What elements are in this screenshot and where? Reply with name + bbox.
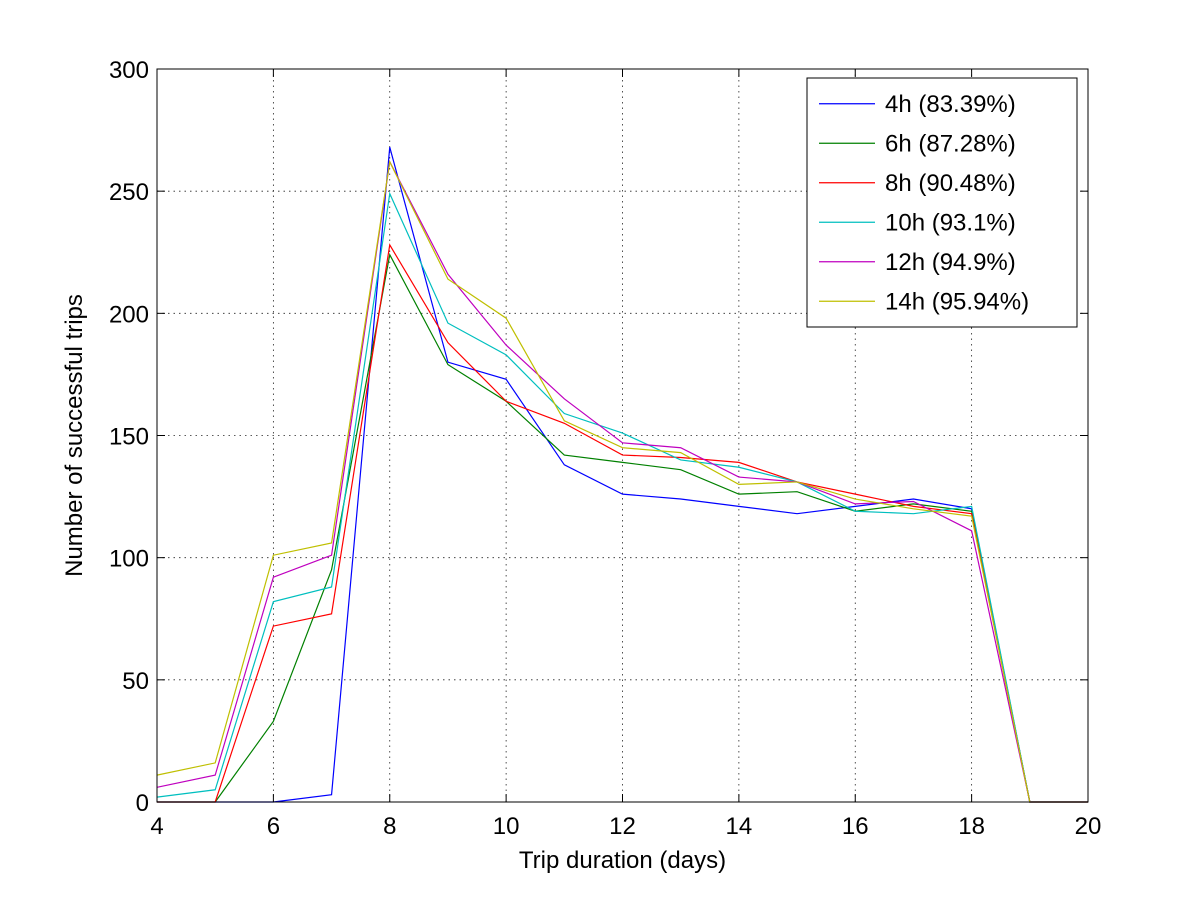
x-tick-label: 18	[958, 813, 985, 840]
x-tick-label: 4	[150, 813, 163, 840]
legend-label: 4h (83.39%)	[885, 91, 1016, 118]
y-tick-label: 50	[122, 668, 149, 695]
legend: 4h (83.39%) 6h (87.28%) 8h (90.48%) 10h (93…	[806, 77, 1078, 328]
series-lines	[156, 147, 1088, 803]
y-tick-label: 150	[109, 424, 149, 451]
x-tick-label: 6	[267, 813, 280, 840]
legend-label: 14h (95.94%)	[885, 288, 1029, 315]
x-tick-label: 12	[609, 813, 636, 840]
series-line-6	[156, 159, 1088, 803]
x-tick-label: 16	[842, 813, 869, 840]
legend-label: 8h (90.48%)	[885, 170, 1016, 197]
legend-box	[806, 77, 1078, 328]
legend-label: 10h (93.1%)	[885, 209, 1016, 236]
series-line-2	[157, 252, 1088, 803]
x-tick-label: 10	[493, 813, 520, 840]
y-tick-label: 250	[109, 179, 149, 206]
y-tick-label: 0	[136, 790, 149, 817]
y-tick-label: 100	[109, 546, 149, 573]
series-line-1	[157, 147, 1088, 803]
y-axis-label: Number of successful trips	[61, 294, 88, 577]
series-line-3	[157, 243, 1088, 803]
legend-label: 12h (94.9%)	[885, 249, 1016, 276]
x-axis-label: Trip duration (days)	[519, 847, 726, 874]
x-tick-label: 8	[383, 813, 396, 840]
y-tick-label: 200	[109, 301, 149, 328]
legend-label: 6h (87.28%)	[885, 130, 1016, 157]
x-tick-label: 14	[726, 813, 753, 840]
y-tick-label: 300	[109, 57, 149, 84]
axis-ticks	[156, 68, 1089, 803]
x-tick-label: 20	[1075, 813, 1102, 840]
y-tick-labels: 0 50 100 150 200 250 300	[109, 57, 149, 817]
x-tick-labels: 4 6 8 10 12 14 16 18 20	[150, 813, 1101, 840]
